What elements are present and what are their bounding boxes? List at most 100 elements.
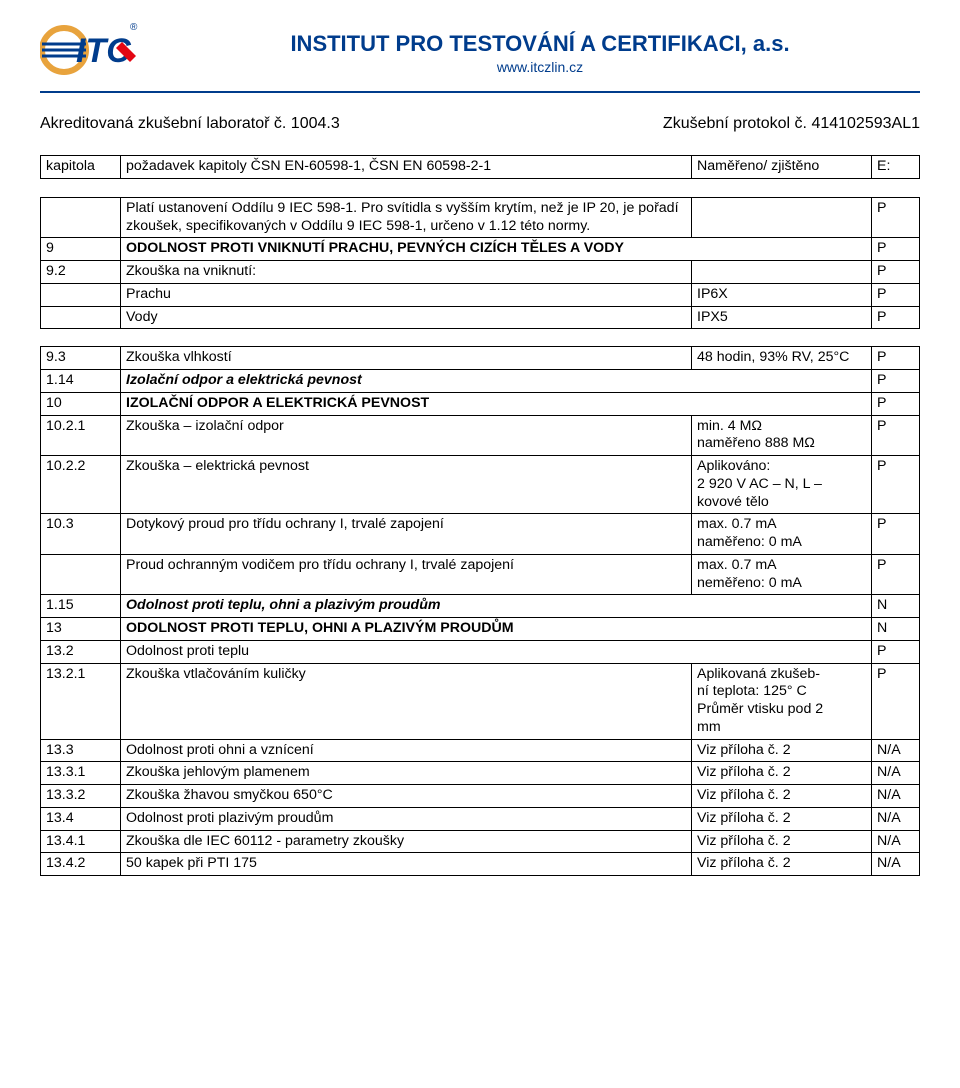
lab-info-row: Akreditovaná zkušební laboratoř č. 1004.… [40, 115, 920, 133]
table-row: Proud ochranným vodičem pro třídu ochran… [41, 554, 920, 595]
cell-requirement: Zkouška žhavou smyčkou 650°C [121, 785, 692, 808]
data-table: Platí ustanovení Oddílu 9 IEC 598-1. Pro… [40, 197, 920, 876]
cell-chapter [41, 197, 121, 238]
cell-requirement: ODOLNOST PROTI TEPLU, OHNI A PLAZIVÝM PR… [121, 618, 872, 641]
cell-result: P [872, 554, 920, 595]
cell-requirement: Zkouška – elektrická pevnost [121, 456, 692, 514]
table-row: 13ODOLNOST PROTI TEPLU, OHNI A PLAZIVÝM … [41, 618, 920, 641]
cell-requirement: Odolnost proti plazivým proudům [121, 807, 692, 830]
cell-result: N/A [872, 785, 920, 808]
cell-result: N [872, 595, 920, 618]
cell-measured: IP6X [692, 283, 872, 306]
table-row: 13.4.250 kapek při PTI 175Viz příloha č.… [41, 853, 920, 876]
cell-chapter: 10.3 [41, 514, 121, 555]
cell-result: P [872, 197, 920, 238]
cell-result: P [872, 415, 920, 456]
cell-result: P [872, 283, 920, 306]
cell-chapter: 13.3 [41, 739, 121, 762]
cell-chapter: 9.3 [41, 347, 121, 370]
cell-measured: Viz příloha č. 2 [692, 785, 872, 808]
cell-result: N/A [872, 762, 920, 785]
table-row: 10IZOLAČNÍ ODPOR A ELEKTRICKÁ PEVNOSTP [41, 392, 920, 415]
cell-chapter: 13.4 [41, 807, 121, 830]
cell-result: P [872, 347, 920, 370]
table-row: 9ODOLNOST PROTI VNIKNUTÍ PRACHU, PEVNÝCH… [41, 238, 920, 261]
table-row: 9.2Zkouška na vniknutí: P [41, 261, 920, 284]
cell-requirement: 50 kapek při PTI 175 [121, 853, 692, 876]
cell-measured: max. 0.7 mA neměřeno: 0 mA [692, 554, 872, 595]
cell-requirement: IZOLAČNÍ ODPOR A ELEKTRICKÁ PEVNOST [121, 392, 872, 415]
header-table: kapitola požadavek kapitoly ČSN EN-60598… [40, 155, 920, 179]
th-namereno: Naměřeno/ zjištěno [692, 156, 872, 179]
cell-measured: Viz příloha č. 2 [692, 739, 872, 762]
cell-chapter: 1.15 [41, 595, 121, 618]
table-row: VodyIPX5P [41, 306, 920, 329]
cell-chapter: 13 [41, 618, 121, 641]
table-row: PrachuIP6XP [41, 283, 920, 306]
cell-result: P [872, 640, 920, 663]
cell-result: N/A [872, 830, 920, 853]
cell-requirement: ODOLNOST PROTI VNIKNUTÍ PRACHU, PEVNÝCH … [121, 238, 872, 261]
cell-chapter: 13.4.1 [41, 830, 121, 853]
cell-result: P [872, 238, 920, 261]
table-row: 13.4.1Zkouška dle IEC 60112 - parametry … [41, 830, 920, 853]
cell-measured [692, 197, 872, 238]
table-header-row: kapitola požadavek kapitoly ČSN EN-60598… [41, 156, 920, 179]
main-title: INSTITUT PRO TESTOVÁNÍ A CERTIFIKACI, a.… [160, 31, 920, 57]
cell-result: P [872, 663, 920, 739]
cell-measured: 48 hodin, 93% RV, 25°C [692, 347, 872, 370]
header-rule [40, 91, 920, 93]
cell-measured: Viz příloha č. 2 [692, 853, 872, 876]
cell-requirement: Odolnost proti teplu [121, 640, 872, 663]
title-block: INSTITUT PRO TESTOVÁNÍ A CERTIFIKACI, a.… [160, 31, 920, 75]
cell-requirement: Zkouška – izolační odpor [121, 415, 692, 456]
cell-requirement: Proud ochranným vodičem pro třídu ochran… [121, 554, 692, 595]
cell-result: P [872, 456, 920, 514]
cell-result: P [872, 514, 920, 555]
cell-chapter: 13.2 [41, 640, 121, 663]
cell-requirement: Zkouška na vniknutí: [121, 261, 692, 284]
cell-requirement: Zkouška jehlovým plamenem [121, 762, 692, 785]
cell-measured: Aplikováno: 2 920 V AC – N, L – kovové t… [692, 456, 872, 514]
cell-result: P [872, 392, 920, 415]
cell-result: N/A [872, 853, 920, 876]
cell-requirement: Odolnost proti ohni a vznícení [121, 739, 692, 762]
cell-requirement: Odolnost proti teplu, ohni a plazivým pr… [121, 595, 872, 618]
cell-requirement: Platí ustanovení Oddílu 9 IEC 598-1. Pro… [121, 197, 692, 238]
cell-measured [692, 261, 872, 284]
th-pozadavek: požadavek kapitoly ČSN EN-60598-1, ČSN E… [121, 156, 692, 179]
cell-result: N [872, 618, 920, 641]
table-row: 13.4Odolnost proti plazivým proudůmViz p… [41, 807, 920, 830]
cell-requirement: Zkouška dle IEC 60112 - parametry zkoušk… [121, 830, 692, 853]
table-row: 13.2.1Zkouška vtlačováním kuličkyAplikov… [41, 663, 920, 739]
cell-measured: min. 4 MΩ naměřeno 888 MΩ [692, 415, 872, 456]
cell-requirement: Zkouška vlhkostí [121, 347, 692, 370]
cell-result: N/A [872, 739, 920, 762]
cell-chapter: 10.2.2 [41, 456, 121, 514]
cell-measured: Aplikovaná zkušeb- ní teplota: 125° C Pr… [692, 663, 872, 739]
cell-requirement: Vody [121, 306, 692, 329]
table-row: 9.3Zkouška vlhkostí48 hodin, 93% RV, 25°… [41, 347, 920, 370]
cell-requirement: Prachu [121, 283, 692, 306]
table-row: 13.3.2Zkouška žhavou smyčkou 650°CViz př… [41, 785, 920, 808]
cell-chapter: 13.2.1 [41, 663, 121, 739]
table-row: 10.3Dotykový proud pro třídu ochrany I, … [41, 514, 920, 555]
table-row: 10.2.2Zkouška – elektrická pevnostApliko… [41, 456, 920, 514]
cell-chapter: 9.2 [41, 261, 121, 284]
cell-measured: Viz příloha č. 2 [692, 807, 872, 830]
table-row [41, 329, 920, 347]
header: ITC ® INSTITUT PRO TESTOVÁNÍ A CERTIFIKA… [40, 20, 920, 85]
lab-left: Akreditovaná zkušební laboratoř č. 1004.… [40, 115, 340, 133]
table-row: 13.2Odolnost proti tepluP [41, 640, 920, 663]
lab-right: Zkušební protokol č. 414102593AL1 [663, 115, 920, 133]
logo: ITC ® [40, 20, 140, 85]
table-row: Platí ustanovení Oddílu 9 IEC 598-1. Pro… [41, 197, 920, 238]
cell-result: P [872, 261, 920, 284]
cell-measured: Viz příloha č. 2 [692, 762, 872, 785]
cell-requirement: Zkouška vtlačováním kuličky [121, 663, 692, 739]
cell-chapter [41, 283, 121, 306]
table-row: 13.3Odolnost proti ohni a vzníceníViz př… [41, 739, 920, 762]
spacer-cell [41, 329, 920, 347]
cell-chapter: 1.14 [41, 370, 121, 393]
cell-measured: max. 0.7 mA naměřeno: 0 mA [692, 514, 872, 555]
